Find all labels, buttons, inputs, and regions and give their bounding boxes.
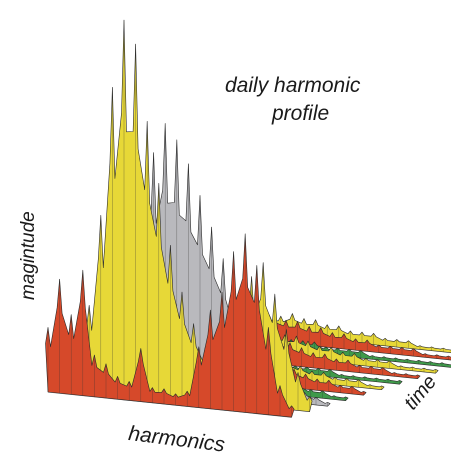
chart-title-line1: daily harmonic [225, 74, 360, 98]
chart-title-line2: profile [272, 102, 329, 126]
y-axis-label: magintude [18, 211, 40, 300]
